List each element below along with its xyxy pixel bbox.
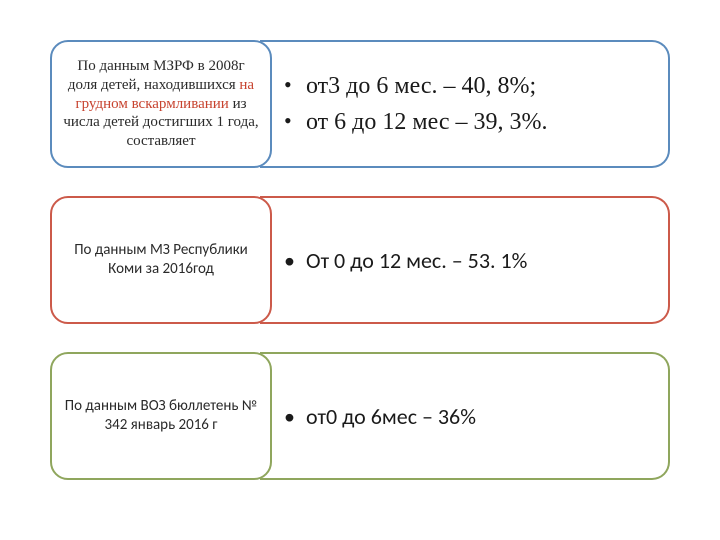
row-mzrf-2008: По данным МЗРФ в 2008г доля детей, наход…: [50, 40, 670, 168]
label-text: По данным ВОЗ бюллетень № 342 январь 201…: [62, 397, 260, 435]
bullet-item: от3 до 6 мес. – 40, 8%;: [282, 68, 547, 104]
label-komi-2016: По данным МЗ Республики Коми за 2016год: [50, 196, 272, 324]
bullet-list: от0 до 6мес – 36%: [282, 400, 476, 433]
data-who-2016: от0 до 6мес – 36%: [260, 352, 670, 480]
bullet-list: от3 до 6 мес. – 40, 8%; от 6 до 12 мес –…: [282, 68, 547, 140]
row-komi-2016: По данным МЗ Республики Коми за 2016год …: [50, 196, 670, 324]
data-komi-2016: От 0 до 12 мес. – 53. 1%: [260, 196, 670, 324]
bullet-item: От 0 до 12 мес. – 53. 1%: [282, 244, 527, 277]
bullet-item: от0 до 6мес – 36%: [282, 400, 476, 433]
row-who-2016: По данным ВОЗ бюллетень № 342 январь 201…: [50, 352, 670, 480]
label-mzrf-2008: По данным МЗРФ в 2008г доля детей, наход…: [50, 40, 272, 168]
label-who-2016: По данным ВОЗ бюллетень № 342 январь 201…: [50, 352, 272, 480]
info-rows: По данным МЗРФ в 2008г доля детей, наход…: [50, 40, 670, 480]
label-text: По данным МЗ Республики Коми за 2016год: [62, 241, 260, 279]
label-text: По данным МЗРФ в 2008г доля детей, наход…: [62, 57, 260, 151]
bullet-item: от 6 до 12 мес – 39, 3%.: [282, 104, 547, 140]
bullet-list: От 0 до 12 мес. – 53. 1%: [282, 244, 527, 277]
data-mzrf-2008: от3 до 6 мес. – 40, 8%; от 6 до 12 мес –…: [260, 40, 670, 168]
label-pre: По данным МЗРФ в 2008г доля детей, наход…: [68, 58, 245, 93]
